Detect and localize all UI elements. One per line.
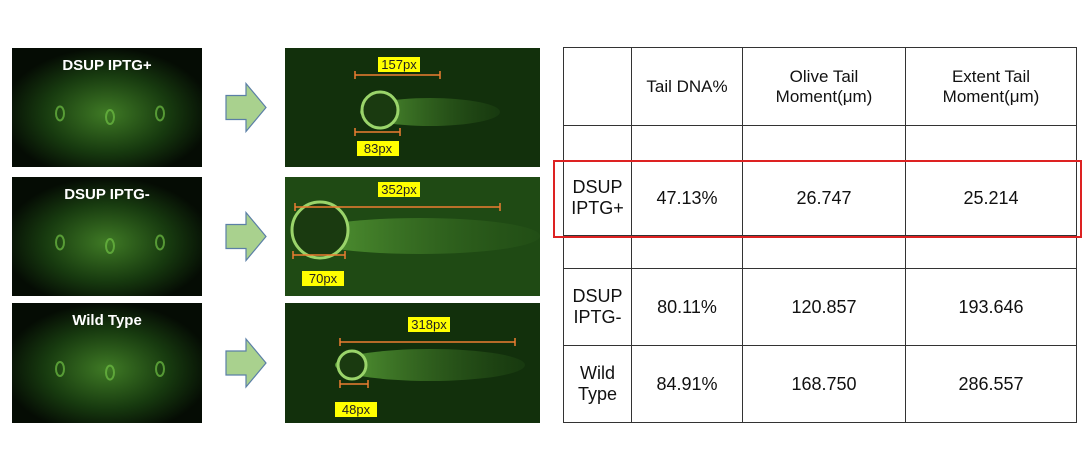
cell: 193.646 xyxy=(905,268,1077,346)
label-bg xyxy=(302,271,344,286)
cell-blob xyxy=(105,364,115,381)
comet-head xyxy=(290,200,350,260)
panel-label: Wild Type xyxy=(72,312,142,329)
panel-label: DSUP IPTG- xyxy=(64,186,150,203)
cell: 84.91% xyxy=(631,345,743,423)
empty-cell xyxy=(563,47,632,126)
cell-blob xyxy=(155,361,165,377)
micrograph xyxy=(12,48,202,167)
cell: 25.214 xyxy=(905,160,1077,236)
cell-blob xyxy=(155,234,165,251)
results-table: Tail DNA% Olive Tail Moment(μm) Extent T… xyxy=(563,47,1077,423)
row-label: DSUP IPTG- xyxy=(563,268,632,346)
cell-blob xyxy=(55,361,65,377)
cell: 47.13% xyxy=(631,160,743,236)
measure-label: 70px xyxy=(309,271,338,286)
label-bg xyxy=(378,57,420,72)
cell: 286.557 xyxy=(905,345,1077,423)
micrograph xyxy=(12,177,202,296)
comet-tail xyxy=(300,218,540,254)
label-bg xyxy=(357,141,399,156)
panel-label: DSUP IPTG+ xyxy=(62,57,152,74)
measure-label: 352px xyxy=(381,182,417,197)
cell-blob xyxy=(155,105,165,122)
label-bg xyxy=(378,182,420,197)
arrow xyxy=(225,337,267,389)
cell-blob xyxy=(55,234,65,251)
cell: 26.747 xyxy=(742,160,906,236)
measure-label: 83px xyxy=(364,141,393,156)
cell-blob xyxy=(105,109,115,126)
figure: DSUP IPTG+ 157px 83px DSUP IPTG- 352px 70px Wi… xyxy=(12,48,540,423)
comet-head xyxy=(336,349,368,381)
header-cell: Tail DNA% xyxy=(631,47,743,126)
row-label: DSUP IPTG+ xyxy=(563,160,632,236)
comet-tail xyxy=(335,349,525,381)
comet-head xyxy=(360,90,400,130)
micrograph xyxy=(12,303,202,423)
label-bg xyxy=(408,317,450,332)
measure-label: 318px xyxy=(411,317,447,332)
highlight-box xyxy=(553,160,1082,238)
measure-label: 157px xyxy=(381,57,417,72)
arrow xyxy=(225,81,267,134)
cell: 80.11% xyxy=(631,268,743,346)
cell: 168.750 xyxy=(742,345,906,423)
header-cell: Extent Tail Moment(μm) xyxy=(905,47,1077,126)
cell-blob xyxy=(105,238,115,255)
row-label: Wild Type xyxy=(563,345,632,423)
label-bg xyxy=(335,402,377,417)
cell-blob xyxy=(55,105,65,122)
arrow xyxy=(225,210,267,263)
measure-label: 48px xyxy=(342,402,371,417)
header-cell: Olive Tail Moment(μm) xyxy=(742,47,906,126)
cell: 120.857 xyxy=(742,268,906,346)
